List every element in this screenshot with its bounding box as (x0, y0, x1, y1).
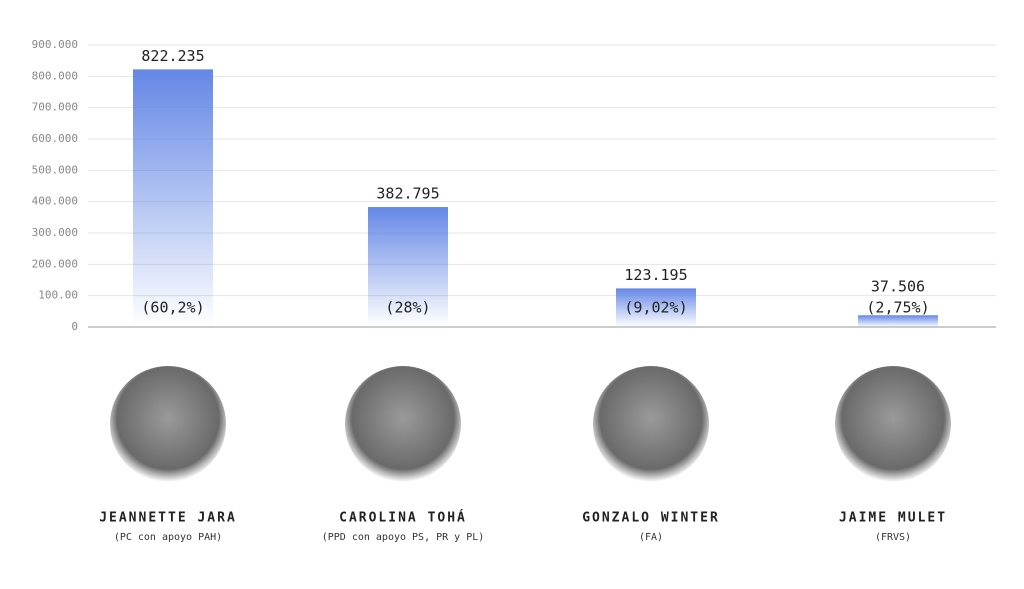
value-label: 382.795 (376, 185, 439, 203)
y-tick-label: 200.000 (32, 257, 78, 270)
y-tick-label: 700.000 (32, 101, 78, 114)
bar (616, 288, 696, 327)
candidate-name: GONZALO WINTER (582, 511, 720, 526)
candidate-party: (FA) (639, 532, 663, 543)
candidate-party: (FRVS) (875, 532, 911, 543)
bar (858, 315, 938, 327)
candidate-photo (835, 366, 951, 482)
y-tick-label: 0 (71, 320, 78, 333)
share-label: (2,75%) (866, 299, 929, 317)
candidate-photo (345, 366, 461, 482)
y-tick-label: 600.000 (32, 132, 78, 145)
candidate-photo (110, 366, 226, 482)
value-label: 37.506 (871, 278, 925, 296)
candidate-party: (PC con apoyo PAH) (114, 532, 222, 543)
share-label: (28%) (385, 299, 430, 317)
y-tick-label: 300.000 (32, 226, 78, 239)
bar (368, 207, 448, 327)
y-tick-label: 400.000 (32, 195, 78, 208)
candidate-name: JAIME MULET (839, 511, 947, 526)
share-label: (9,02%) (624, 299, 687, 317)
candidate-name: CAROLINA TOHÁ (339, 510, 467, 526)
candidate-photo (593, 366, 709, 482)
candidate-name: JEANNETTE JARA (99, 511, 237, 526)
y-tick-label: 100.00 (38, 289, 78, 302)
y-tick-label: 800.000 (32, 69, 78, 82)
share-label: (60,2%) (141, 299, 204, 317)
value-label: 123.195 (624, 266, 687, 284)
value-label: 822.235 (141, 47, 204, 65)
candidate-party: (PPD con apoyo PS, PR y PL) (322, 532, 485, 543)
bar (133, 69, 213, 327)
y-tick-label: 500.000 (32, 163, 78, 176)
y-tick-label: 900.000 (32, 38, 78, 51)
